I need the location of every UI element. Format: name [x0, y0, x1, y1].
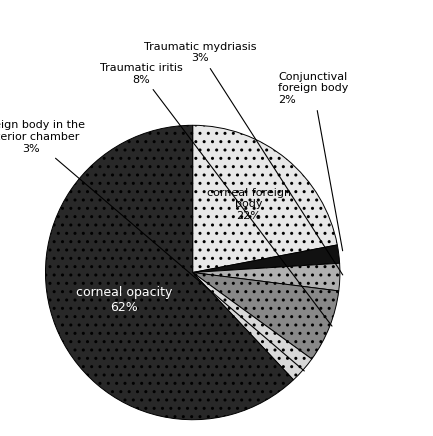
- Text: Traumatic iritis
8%: Traumatic iritis 8%: [100, 63, 332, 326]
- Text: Foreign body in the
anterior chamber
3%: Foreign body in the anterior chamber 3%: [0, 120, 304, 371]
- Wedge shape: [45, 125, 294, 420]
- Wedge shape: [193, 263, 340, 291]
- Text: corneal foreign
body
22%: corneal foreign body 22%: [207, 188, 291, 221]
- Wedge shape: [193, 272, 339, 359]
- Wedge shape: [193, 272, 312, 380]
- Text: Traumatic mydriasis
3%: Traumatic mydriasis 3%: [144, 42, 343, 275]
- Text: corneal opacity
62%: corneal opacity 62%: [76, 286, 172, 313]
- Wedge shape: [193, 245, 339, 272]
- Wedge shape: [193, 125, 337, 272]
- Text: Conjunctival
foreign body
2%: Conjunctival foreign body 2%: [278, 72, 349, 251]
